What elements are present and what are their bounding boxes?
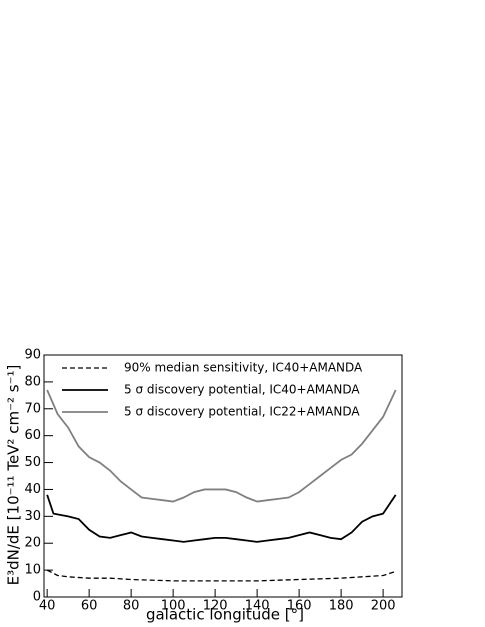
legend-label: 5 σ discovery potential, IC22+AMANDA: [124, 405, 360, 419]
x-tick-label: 120: [203, 599, 228, 614]
x-tick-label: 80: [123, 599, 140, 614]
y-tick-label: 40: [24, 482, 41, 497]
legend-label: 5 σ discovery potential, IC40+AMANDA: [124, 383, 360, 397]
y-tick-label: 10: [24, 563, 41, 578]
y-tick-label: 0: [33, 590, 41, 605]
x-tick-label: 60: [81, 599, 98, 614]
y-tick-label: 60: [24, 428, 41, 443]
x-axis-title: galactic longitude [°]: [146, 606, 304, 624]
y-tick-label: 30: [24, 509, 41, 524]
series-line: [46, 569, 396, 582]
x-tick-label: 200: [371, 599, 396, 614]
legend-label: 90% median sensitivity, IC40+AMANDA: [124, 361, 363, 375]
y-tick-label: 70: [24, 401, 41, 416]
x-tick-label: 40: [39, 599, 56, 614]
y-axis-title: E³dN/dE [10⁻¹¹ TeV² cm⁻² s⁻¹]: [5, 365, 23, 586]
y-tick-label: 20: [24, 536, 41, 551]
x-tick-label: 160: [287, 599, 312, 614]
y-tick-label: 80: [24, 374, 41, 389]
series-line: [46, 389, 397, 503]
y-tick-label: 90: [24, 348, 41, 363]
y-tick-label: 50: [24, 455, 41, 470]
x-tick-label: 180: [329, 599, 354, 614]
x-tick-label: 140: [245, 599, 270, 614]
series-line: [46, 494, 397, 543]
x-tick-label: 100: [161, 599, 186, 614]
plot-frame: [43, 354, 403, 598]
